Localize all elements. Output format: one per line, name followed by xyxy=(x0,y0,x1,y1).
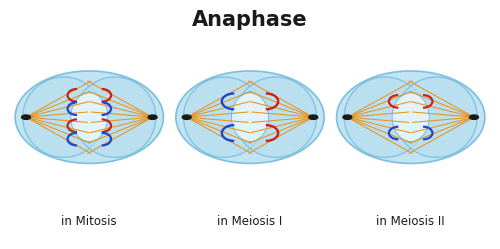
Circle shape xyxy=(182,115,191,119)
Ellipse shape xyxy=(74,77,156,157)
Ellipse shape xyxy=(396,77,477,157)
Ellipse shape xyxy=(23,77,104,157)
Circle shape xyxy=(148,115,157,119)
Ellipse shape xyxy=(344,77,426,157)
Ellipse shape xyxy=(336,71,485,163)
Circle shape xyxy=(22,115,30,119)
Circle shape xyxy=(470,115,478,119)
Ellipse shape xyxy=(15,71,164,163)
Ellipse shape xyxy=(232,93,268,141)
Text: Anaphase: Anaphase xyxy=(192,10,308,30)
Ellipse shape xyxy=(235,77,316,157)
Ellipse shape xyxy=(176,71,324,163)
Ellipse shape xyxy=(184,77,265,157)
Text: in Mitosis: in Mitosis xyxy=(62,215,117,228)
Text: in Meiosis I: in Meiosis I xyxy=(218,215,282,228)
Ellipse shape xyxy=(392,93,429,141)
Circle shape xyxy=(343,115,352,119)
Circle shape xyxy=(309,115,318,119)
Ellipse shape xyxy=(71,93,108,141)
Text: in Meiosis II: in Meiosis II xyxy=(376,215,445,228)
